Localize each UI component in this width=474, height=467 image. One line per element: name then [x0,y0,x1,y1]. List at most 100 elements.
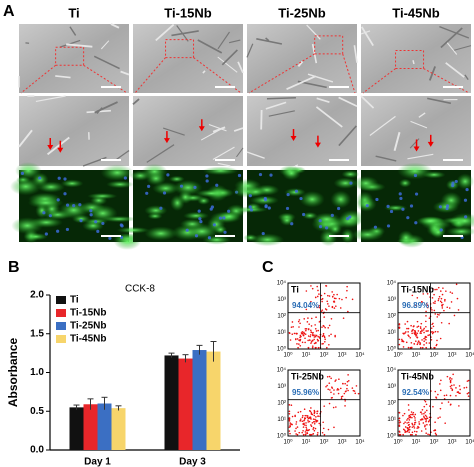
event-dot [306,414,308,417]
event-dot [452,373,454,376]
cell-edge [202,70,206,74]
event-dot [318,422,321,425]
event-dot [441,305,444,307]
event-dot [314,335,317,338]
event-dot [425,403,428,406]
event-dot [341,395,344,398]
event-dot [313,414,316,417]
x-tick-label: Day 3 [179,457,206,467]
nucleus [20,171,25,176]
nucleus [96,229,100,233]
event-dot [425,419,428,421]
legend-swatch [56,335,66,343]
event-dot [289,432,291,435]
event-dot [313,342,316,345]
event-dot [413,343,416,345]
event-dot [443,397,446,400]
nucleus [318,219,322,223]
cell-edge [155,23,175,42]
event-dot [411,329,414,332]
event-dot [308,410,311,412]
event-dot [318,321,321,323]
event-dot [344,382,346,385]
nucleus [414,192,419,196]
event-dot [291,321,294,323]
cell-stain [202,166,239,176]
cell-stain [27,197,64,209]
nucleus [205,179,209,183]
event-dot [422,422,425,424]
event-dot [426,306,429,309]
nucleus [439,228,443,232]
event-dot [416,332,419,335]
event-dot [439,337,442,340]
cell-edge [338,96,358,107]
cell-stain [106,180,134,189]
event-dot [407,429,410,431]
event-dot [310,329,312,332]
plot-label: Ti [291,284,299,294]
event-dot [406,419,408,421]
event-dot [324,326,326,329]
nucleus [166,173,170,177]
nucleus [65,227,70,232]
event-dot [413,332,416,334]
legend-label: Ti-25Nb [70,321,107,332]
event-dot [303,318,306,320]
nucleus [207,236,212,240]
y-tick-label: 0.0 [30,445,44,456]
event-dot [412,411,415,414]
event-dot [413,423,416,426]
event-dot [301,332,304,335]
event-dot [338,297,341,300]
event-dot [300,332,303,334]
event-dot [398,419,401,422]
event-dot [327,327,330,329]
cell-edge [375,155,397,162]
cell-stain [282,166,301,181]
y-tick-label: 10⁰ [387,346,397,353]
x-tick-label: 10² [320,353,329,359]
event-dot [450,301,453,303]
nucleus [401,207,405,211]
cell-edge [440,27,463,49]
nucleus [258,172,263,177]
event-dot [407,346,410,349]
cell-edge [120,70,130,76]
event-dot [313,422,316,425]
event-dot [301,420,304,423]
nucleus [330,213,334,217]
cell-edge [353,45,358,63]
event-dot [297,320,300,323]
nucleus [464,215,468,219]
nucleus [197,209,201,213]
event-dot [432,322,434,325]
cell-stain [328,223,342,235]
event-dot [432,405,434,408]
cell-stain [351,228,384,241]
event-dot [295,433,297,435]
event-dot [301,431,304,434]
cell-edge [410,120,428,129]
cell-edge [66,43,93,48]
event-dot [337,392,340,395]
event-dot [315,346,317,349]
nucleus [44,232,48,236]
event-dot [432,302,435,304]
event-dot [330,391,332,394]
cell-edge [360,26,374,47]
cell-edge [217,31,230,50]
x-tick-label: 10⁴ [465,352,474,359]
quadrant-percent: 95.96% [292,388,319,397]
event-dot [431,297,434,299]
event-dot [398,323,401,325]
cell-edge [35,95,66,103]
zoom-line [423,68,470,94]
event-dot [417,340,420,342]
event-dot [299,344,302,347]
event-dot [434,302,436,305]
event-dot [323,316,326,318]
cell-stain [432,200,460,214]
event-dot [295,332,297,335]
event-dot [409,433,412,436]
